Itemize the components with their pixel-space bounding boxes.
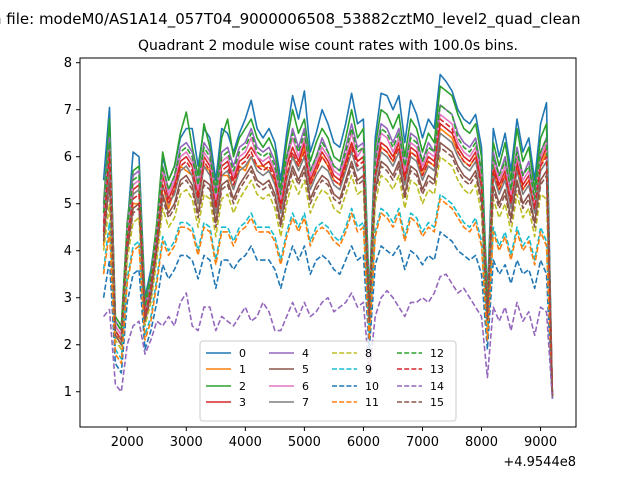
x-tick-label: 3000 (170, 435, 203, 450)
series-line-13 (102, 118, 554, 397)
x-tick-label: 6000 (347, 435, 380, 450)
y-tick-label: 2 (64, 338, 72, 353)
x-tick-label: 4000 (229, 435, 262, 450)
legend-label-7: 7 (302, 396, 309, 409)
series-line-5 (102, 141, 554, 397)
y-tick-label: 7 (64, 103, 72, 118)
figure-suptitle: n file: modeM0/AS1A14_057T04_9000006508_… (0, 10, 581, 29)
y-tick-label: 3 (64, 291, 72, 306)
y-tick-label: 6 (64, 150, 72, 165)
series-line-11 (102, 198, 554, 397)
series-line-7 (102, 132, 554, 397)
series-line-6 (102, 113, 554, 397)
x-tick-label: 2000 (111, 435, 144, 450)
series-line-3 (102, 123, 554, 397)
x-axis: 2000 3000 4000 5000 6000 7000 8000 9000 (111, 427, 557, 450)
x-tick-label: 7000 (406, 435, 439, 450)
legend-label-11: 11 (365, 396, 379, 409)
legend-label-8: 8 (365, 347, 372, 360)
legend-label-9: 9 (365, 363, 372, 376)
x-offset-label: +4.9544e8 (503, 455, 576, 470)
x-tick-label: 8000 (465, 435, 498, 450)
legend-label-14: 14 (430, 380, 444, 393)
y-tick-label: 1 (64, 385, 72, 400)
series-line-10 (102, 231, 554, 399)
legend-label-10: 10 (365, 380, 379, 393)
legend-label-2: 2 (239, 380, 246, 393)
x-tick-label: 9000 (524, 435, 557, 450)
legend-label-1: 1 (239, 363, 246, 376)
series-line-15 (102, 146, 554, 397)
series-layer (102, 73, 554, 399)
series-line-2 (102, 85, 554, 397)
series-line-12 (102, 104, 554, 397)
legend-label-5: 5 (302, 363, 309, 376)
legend-label-4: 4 (302, 347, 309, 360)
y-tick-label: 5 (64, 197, 72, 212)
y-axis: 1 2 3 4 5 6 7 8 (64, 56, 80, 400)
series-line-14 (102, 273, 554, 399)
legend-label-15: 15 (430, 396, 444, 409)
legend-label-0: 0 (239, 347, 246, 360)
series-line-9 (102, 193, 554, 397)
legend-label-3: 3 (239, 396, 246, 409)
chart-title: Quadrant 2 module wise count rates with … (138, 38, 518, 54)
x-tick-label: 5000 (288, 435, 321, 450)
axes-frame (79, 57, 577, 428)
legend-box (199, 340, 457, 422)
legend-label-12: 12 (430, 347, 444, 360)
y-tick-label: 4 (64, 244, 72, 259)
series-line-8 (102, 155, 554, 397)
legend-label-13: 13 (430, 363, 444, 376)
legend-label-6: 6 (302, 380, 309, 393)
y-tick-label: 8 (64, 56, 72, 71)
